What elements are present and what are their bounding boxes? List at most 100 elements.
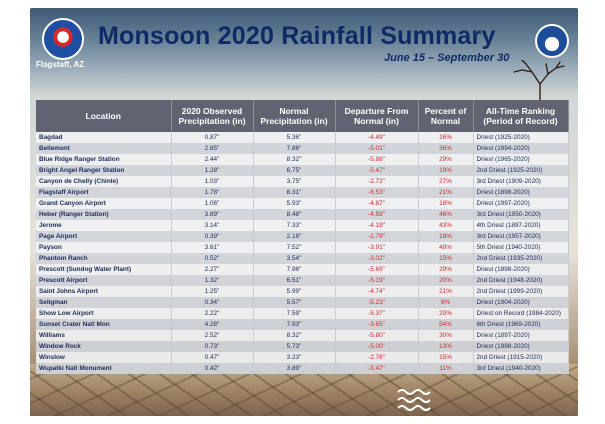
cell-percent: 13% xyxy=(418,341,474,352)
cell-location: Prescott Airport xyxy=(36,275,172,286)
cell-percent: 15% xyxy=(418,352,474,363)
cell-location: Saint Johns Airport xyxy=(36,286,172,297)
column-header-observed: 2020 Observed Precipitation (in) xyxy=(171,100,254,132)
nws-logo xyxy=(42,18,84,60)
table-row: Phantom Ranch 0.52" 3.54" -3.02" 15% 2nd Drie… xyxy=(36,253,569,264)
cell-departure: -4.19" xyxy=(335,220,419,231)
cell-observed: 3.89" xyxy=(171,209,254,220)
cell-normal: 2.18" xyxy=(253,231,336,242)
cell-percent: 21% xyxy=(418,187,474,198)
cell-location: Jerome xyxy=(36,220,172,231)
cell-observed: 1.03" xyxy=(171,176,254,187)
cell-location: Bright Angel Ranger Station xyxy=(36,165,172,176)
cell-percent: 29% xyxy=(418,154,474,165)
cell-location: Winslow xyxy=(36,352,172,363)
rank-text: Driest (1925-2020) xyxy=(476,133,530,141)
cell-normal: 5.93" xyxy=(253,198,336,209)
cell-location: Seligman xyxy=(36,297,172,308)
cell-location: Canyon de Chelly (Chinle) xyxy=(36,176,172,187)
cell-departure: -5.00" xyxy=(335,341,419,352)
cell-location: Bellemont xyxy=(36,143,172,154)
cell-ranking: Driest (1997-2020) xyxy=(473,198,569,209)
cell-departure: -3.02" xyxy=(335,253,419,264)
cell-percent: 54% xyxy=(418,319,474,330)
cell-location: Phantom Ranch xyxy=(36,253,172,264)
rank-text: Driest (1925-2020) xyxy=(488,166,543,174)
rank-text: Driest (1897-2020) xyxy=(476,331,530,339)
table-row: Canyon de Chelly (Chinle) 1.03" 3.75" -2.72… xyxy=(36,176,569,187)
cell-normal: 6.75" xyxy=(253,165,336,176)
cell-ranking: Driest (1898-2020) xyxy=(473,264,569,275)
cell-percent: 43% xyxy=(418,220,474,231)
table-row: Flagstaff Airport 1.78" 8.31" -6.53" 21% Drie… xyxy=(36,187,569,198)
cell-percent: 27% xyxy=(418,176,474,187)
cell-percent: 29% xyxy=(418,264,474,275)
cell-percent: 20% xyxy=(418,275,474,286)
cell-location: Page Airport xyxy=(36,231,172,242)
sky-banner xyxy=(30,8,578,98)
cell-normal: 7.52" xyxy=(253,242,336,253)
cell-departure: -3.65" xyxy=(335,319,419,330)
rank-ordinal: 3rd xyxy=(476,210,486,218)
table-row: Heber (Ranger Station) 3.89" 8.48" -4.59" 46… xyxy=(36,209,569,220)
cell-percent: 48% xyxy=(418,242,474,253)
rank-text: Driest (1897-2020) xyxy=(487,221,541,229)
rank-ordinal: 2nd xyxy=(476,166,488,174)
rank-ordinal: 3rd xyxy=(476,177,486,185)
cell-percent: 21% xyxy=(418,286,474,297)
date-range: June 15 – September 30 xyxy=(384,52,510,64)
cell-percent: 19% xyxy=(418,165,474,176)
cell-observed: 2.85" xyxy=(171,143,254,154)
cell-ranking: 2nd Driest (1999-2020) xyxy=(473,286,569,297)
cell-departure: -3.47" xyxy=(335,363,419,374)
dead-tree-icon xyxy=(513,60,565,104)
column-header-location: Location xyxy=(36,100,172,132)
cell-observed: 0.52" xyxy=(171,253,254,264)
cell-observed: 1.78" xyxy=(171,187,254,198)
cell-location: Flagstaff Airport xyxy=(36,187,172,198)
cell-location: Payson xyxy=(36,242,172,253)
cell-departure: -6.53" xyxy=(335,187,419,198)
table-row: Blue Ridge Ranger Station 2.44" 8.32" -5.88… xyxy=(36,154,569,165)
cell-ranking: Driest (1897-2020) xyxy=(473,330,569,341)
rank-text: Driest (1969-2020) xyxy=(487,320,541,328)
cell-ranking: 4th Driest (1897-2020) xyxy=(473,220,569,231)
table-row: Winslow 0.47" 3.23" -2.76" 15% 2nd Driest (19… xyxy=(36,352,569,363)
rank-ordinal: 2nd xyxy=(476,353,488,361)
cell-observed: 1.06" xyxy=(171,198,254,209)
office-location: Flagstaff, AZ xyxy=(36,60,85,69)
cell-ranking: 3rd Driest (1940-2020) xyxy=(473,363,569,374)
cell-ranking: 2nd Driest (1948-2020) xyxy=(473,275,569,286)
cell-location: Show Low Airport xyxy=(36,308,172,319)
cell-departure: -4.49" xyxy=(335,132,419,143)
cell-percent: 18% xyxy=(418,198,474,209)
cell-ranking: Driest on Record (1984-2020) xyxy=(473,308,569,319)
cell-observed: 1.32" xyxy=(171,275,254,286)
cell-departure: -2.72" xyxy=(335,176,419,187)
rank-ordinal: 2nd xyxy=(476,276,488,284)
cell-normal: 3.75" xyxy=(253,176,336,187)
cell-observed: 0.73" xyxy=(171,341,254,352)
cell-normal: 7.96" xyxy=(253,264,336,275)
cell-percent: 16% xyxy=(418,132,474,143)
cell-normal: 3.89" xyxy=(253,363,336,374)
rank-text: Driest (1999-2020) xyxy=(488,287,543,295)
cell-percent: 6% xyxy=(418,297,474,308)
cell-normal: 8.32" xyxy=(253,330,336,341)
cell-ranking: 6th Driest (1969-2020) xyxy=(473,319,569,330)
cell-percent: 15% xyxy=(418,253,474,264)
cell-departure: -4.59" xyxy=(335,209,419,220)
rank-ordinal: 5th xyxy=(476,243,486,251)
rank-ordinal: 3rd xyxy=(476,364,486,372)
table-row: Seligman 0.34" 5.57" -5.23" 6% Driest (1904-2… xyxy=(36,297,569,308)
cell-location: Prescott (Sundog Water Plant) xyxy=(36,264,172,275)
cell-percent: 30% xyxy=(418,330,474,341)
table-row: Sunset Crater Natl Mon 4.28" 7.93" -3.65" 54… xyxy=(36,319,569,330)
cell-departure: -5.88" xyxy=(335,154,419,165)
column-header-percent: Percent of Normal xyxy=(418,100,474,132)
cell-ranking: 2nd Driest (1935-2020) xyxy=(473,253,569,264)
rank-text: Driest (1915-2020) xyxy=(488,353,543,361)
cell-departure: -4.74" xyxy=(335,286,419,297)
cell-percent: 11% xyxy=(418,363,474,374)
cell-location: Bagdad xyxy=(36,132,172,143)
